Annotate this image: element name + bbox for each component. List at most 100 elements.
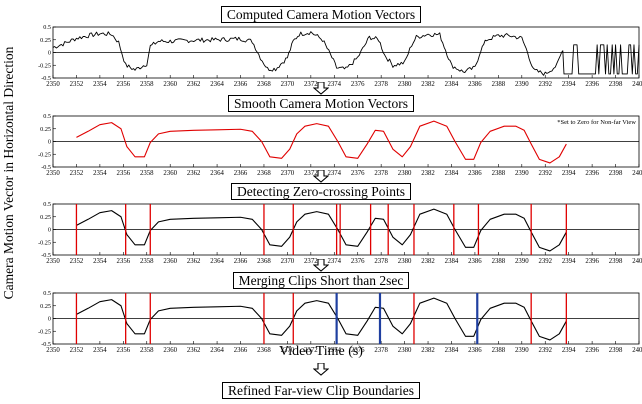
x-tick-label: 2356 xyxy=(117,170,131,177)
x-tick-label: 2396 xyxy=(585,347,599,354)
x-tick-label: 2384 xyxy=(445,170,459,177)
x-tick-label: 2364 xyxy=(210,347,224,354)
x-tick-label: 2372 xyxy=(304,170,318,177)
x-tick-label: 2388 xyxy=(492,347,506,354)
y-tick-label: 0.5 xyxy=(43,113,51,120)
x-tick-label: 2390 xyxy=(515,81,529,88)
x-tick-label: 2388 xyxy=(492,170,506,177)
y-tick-label: -0.5 xyxy=(41,252,51,259)
x-tick-label: 2380 xyxy=(398,170,412,177)
x-tick-label: 2380 xyxy=(398,81,412,88)
x-tick-label: 2390 xyxy=(515,170,529,177)
x-tick-label: 2356 xyxy=(117,258,131,265)
step-title-1: Computed Camera Motion Vectors xyxy=(0,6,642,24)
x-tick-label: 2378 xyxy=(374,347,388,354)
x-tick-label: 2352 xyxy=(70,347,84,354)
x-tick-label: 2358 xyxy=(140,81,154,88)
x-tick-label: 2362 xyxy=(187,170,201,177)
x-tick-label: 2356 xyxy=(117,81,131,88)
series-line xyxy=(76,120,567,164)
x-tick-label: 2384 xyxy=(445,347,459,354)
x-tick-label: 2370 xyxy=(281,347,295,354)
y-tick-label: 0.5 xyxy=(43,201,51,208)
y-tick-label: 0.25 xyxy=(40,214,51,221)
x-tick-label: 2376 xyxy=(351,258,365,265)
y-tick-label: -0.5 xyxy=(41,75,51,82)
down-arrow-icon xyxy=(313,170,329,183)
x-tick-label: 2392 xyxy=(538,347,552,354)
x-tick-label: 2374 xyxy=(327,347,341,354)
down-arrow-icon xyxy=(313,363,329,376)
y-tick-label: 0.5 xyxy=(43,290,51,297)
x-tick-label: 2382 xyxy=(421,170,435,177)
x-tick-label: 2392 xyxy=(538,81,552,88)
down-arrow-icon xyxy=(313,259,329,272)
series-line xyxy=(76,208,567,252)
step-title-4: Merging Clips Short than 2sec xyxy=(0,272,642,290)
x-tick-label: 2380 xyxy=(398,347,412,354)
x-tick-label: 2396 xyxy=(585,258,599,265)
x-tick-label: 2358 xyxy=(140,170,154,177)
x-tick-label: 2388 xyxy=(492,258,506,265)
x-tick-label: 2390 xyxy=(515,347,529,354)
panel-merging: 0.5 0.25 0 -0.25 -0.5 2350 2352 2354 2356 2358 236… xyxy=(21,289,642,357)
x-tick-label: 2366 xyxy=(234,347,248,354)
x-tick-label: 2392 xyxy=(538,170,552,177)
y-tick-label: -0.25 xyxy=(38,239,51,246)
y-tick-label: 0.5 xyxy=(43,24,51,31)
x-tick-label: 2368 xyxy=(257,347,271,354)
x-tick-label: 2366 xyxy=(234,258,248,265)
x-tick-label: 2370 xyxy=(281,258,295,265)
y-axis-label: Camera Motion Vector in Horizontal Direc… xyxy=(0,8,18,338)
x-tick-label: 2398 xyxy=(609,81,623,88)
x-tick-label: 2354 xyxy=(93,258,107,265)
x-tick-label: 2362 xyxy=(187,347,201,354)
series-line xyxy=(76,297,567,341)
y-tick-label: 0 xyxy=(48,227,51,234)
x-tick-label: 2366 xyxy=(234,81,248,88)
panel-smooth: 0.5 0.25 0 -0.25 -0.5 2350 2352 2354 2356 2358 236… xyxy=(21,112,642,180)
x-tick-label: 2370 xyxy=(281,81,295,88)
panel-zero-crossing: 0.5 0.25 0 -0.25 -0.5 2350 2352 2354 2356 2358 236… xyxy=(21,200,642,268)
x-tick-label: 2358 xyxy=(140,347,154,354)
x-tick-label: 2368 xyxy=(257,258,271,265)
x-tick-label: 2358 xyxy=(140,258,154,265)
x-tick-label: 2394 xyxy=(562,170,576,177)
x-tick-label: 2398 xyxy=(609,258,623,265)
x-tick-label: 2350 xyxy=(46,170,60,177)
x-tick-label: 2378 xyxy=(374,258,388,265)
x-tick-label: 2368 xyxy=(257,170,271,177)
x-tick-label: 2380 xyxy=(398,258,412,265)
y-tick-label: -0.5 xyxy=(41,341,51,348)
down-arrow-icon xyxy=(313,82,329,95)
x-tick-label: 2378 xyxy=(374,170,388,177)
step-title-4-text: Merging Clips Short than 2sec xyxy=(232,272,410,289)
x-tick-label: 2386 xyxy=(468,347,482,354)
x-tick-label: 2362 xyxy=(187,258,201,265)
x-tick-label: 2362 xyxy=(187,81,201,88)
x-tick-label: 2386 xyxy=(468,258,482,265)
x-tick-label: 2356 xyxy=(117,347,131,354)
y-tick-label: 0.25 xyxy=(40,126,51,133)
y-tick-label: -0.25 xyxy=(38,151,51,158)
y-tick-label: 0.25 xyxy=(40,303,51,310)
x-tick-label: 2392 xyxy=(538,258,552,265)
x-tick-label: 2376 xyxy=(351,170,365,177)
y-tick-label: -0.5 xyxy=(41,164,51,171)
y-tick-label: 0 xyxy=(48,50,51,57)
y-axis-label-text: Camera Motion Vector in Horizontal Direc… xyxy=(1,46,16,300)
y-tick-label: 0 xyxy=(48,139,51,146)
x-tick-label: 2374 xyxy=(327,170,341,177)
step-title-2-text: Smooth Camera Motion Vectors xyxy=(227,95,415,112)
x-tick-label: 2352 xyxy=(70,170,84,177)
x-tick-label: 2382 xyxy=(421,81,435,88)
y-tick-label: 0 xyxy=(48,316,51,323)
x-tick-label: 2398 xyxy=(609,170,623,177)
x-tick-label: 2364 xyxy=(210,170,224,177)
x-tick-label: 2374 xyxy=(327,258,341,265)
x-tick-label: 2360 xyxy=(163,258,177,265)
step-title-2: Smooth Camera Motion Vectors xyxy=(0,95,642,113)
